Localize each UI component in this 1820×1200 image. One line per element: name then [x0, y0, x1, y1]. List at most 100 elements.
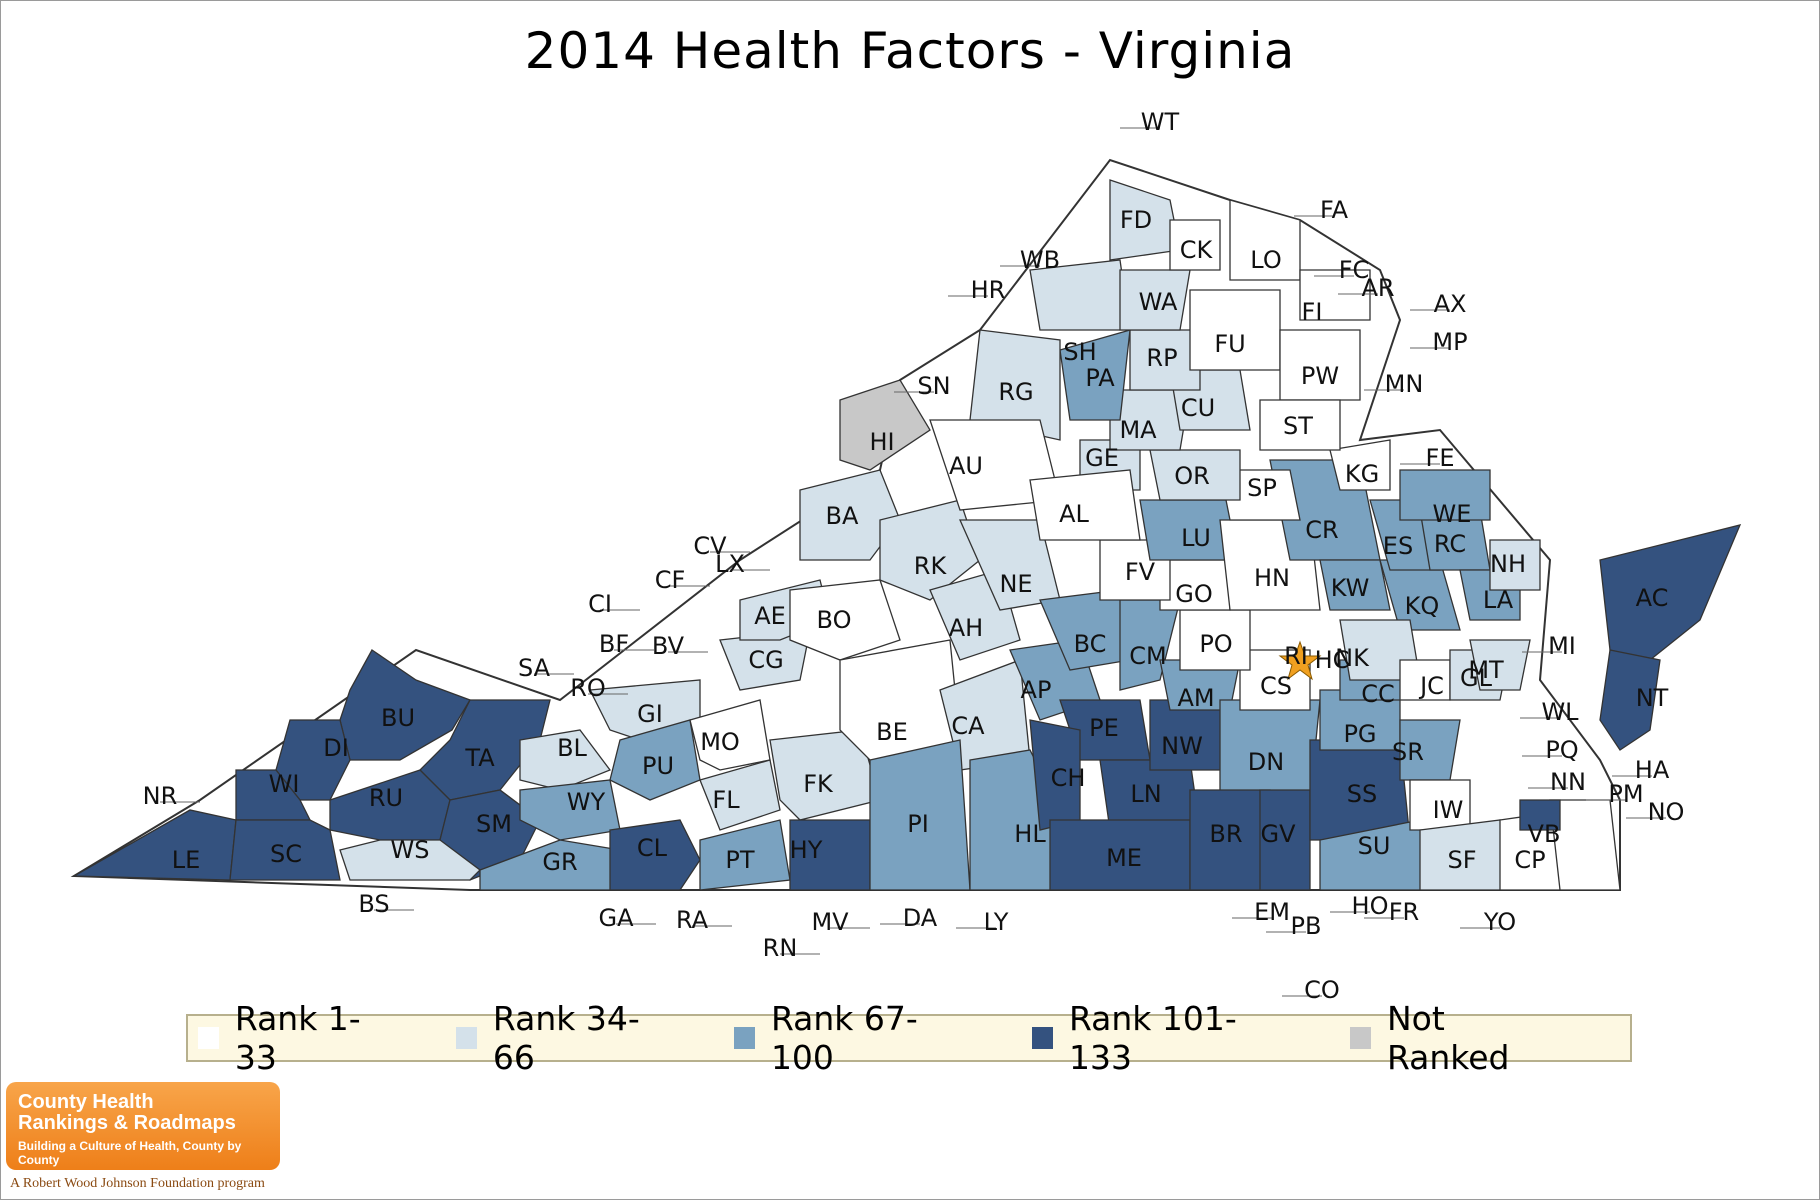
county-label-pq: PQ [1545, 736, 1578, 764]
county-label-hl: HL [1014, 820, 1046, 848]
county-label-me: ME [1106, 844, 1142, 872]
county-label-hr: HR [971, 276, 1006, 304]
county-label-fd: FD [1120, 206, 1152, 234]
county-label-es: ES [1383, 532, 1413, 560]
rwjf-footer: A Robert Wood Johnson Foundation program [10, 1176, 265, 1191]
county-label-nh: NH [1490, 550, 1526, 578]
county-shape-no [1519, 799, 1561, 831]
map-title: 2014 Health Factors - Virginia [524, 22, 1296, 80]
county-label-rn: RN [763, 934, 798, 962]
county-label-fa: FA [1320, 196, 1349, 224]
county-label-jc: JC [1418, 672, 1444, 700]
county-label-rc: RC [1434, 530, 1466, 558]
county-label-ta: TA [464, 744, 495, 772]
logo-line-2: Rankings & Roadmaps [18, 1112, 236, 1134]
county-shape-bl [519, 729, 612, 791]
county-label-po: PO [1199, 630, 1232, 658]
county-shape-rk [879, 499, 981, 601]
county-label-cm: CM [1129, 642, 1166, 670]
county-label-bu: BU [381, 704, 415, 732]
county-health-rankings-logo: County Health Rankings & Roadmaps Buildi… [6, 1082, 280, 1170]
county-label-ci: CI [588, 590, 612, 618]
county-label-mi: MI [1548, 632, 1576, 660]
county-shape-hi [839, 379, 931, 471]
county-label-pt: PT [725, 846, 754, 874]
legend-label: Rank 101-133 [1068, 999, 1237, 1077]
county-label-ba: BA [826, 502, 859, 530]
logo-line-1: County Health [18, 1091, 154, 1113]
legend-label: Rank 67-100 [770, 999, 918, 1077]
legend: Rank 1-33 Rank 34-66 Rank 67-100 Rank 10… [186, 999, 1632, 1077]
county-label-fl: FL [712, 786, 740, 814]
county-label-gi: GI [637, 700, 663, 728]
county-label-mt: MT [1468, 656, 1504, 684]
county-label-wi: WI [269, 770, 300, 798]
county-label-bl: BL [557, 734, 587, 762]
county-label-gl: GL [1460, 664, 1493, 692]
county-label-br: BR [1209, 820, 1242, 848]
county-label-ln: LN [1130, 780, 1161, 808]
county-label-ge: GE [1085, 444, 1119, 472]
county-label-le: LE [172, 846, 201, 874]
county-shape-wy [519, 779, 621, 841]
county-label-em: EM [1254, 898, 1290, 926]
county-shape-nh [1489, 539, 1541, 591]
county-shape-ck [1169, 219, 1221, 271]
county-label-sn: SN [917, 372, 950, 400]
county-label-fc: FC [1339, 256, 1370, 284]
county-label-kw: KW [1331, 574, 1370, 602]
county-shape-al [1029, 469, 1141, 541]
county-label-hy: HY [790, 836, 823, 864]
county-label-hc: HC [1315, 646, 1350, 674]
county-shape-pw [1279, 329, 1361, 401]
county-label-cp: CP [1514, 846, 1545, 874]
county-label-ck: CK [1180, 236, 1214, 264]
county-label-cg: CG [748, 646, 783, 674]
county-label-bv: BV [652, 632, 685, 660]
county-shape-bo [789, 579, 901, 661]
county-shape-pu [609, 719, 701, 801]
county-label-ch: CH [1051, 764, 1086, 792]
county-label-ne: NE [999, 570, 1032, 598]
county-label-wt: WT [1141, 108, 1180, 136]
county-label-cu: CU [1181, 394, 1215, 422]
county-shape-wa [1119, 269, 1191, 331]
county-shape-mo [689, 699, 771, 771]
legend-swatch [1032, 1027, 1053, 1049]
county-label-nk: NK [1335, 644, 1370, 672]
legend-label: Not Ranked [1386, 999, 1510, 1077]
county-label-sc: SC [270, 840, 302, 868]
county-label-ha: HA [1635, 756, 1670, 784]
county-label-sf: SF [1447, 846, 1476, 874]
county-label-rk: RK [914, 552, 948, 580]
county-label-lu: LU [1181, 524, 1211, 552]
county-label-fk: FK [803, 770, 834, 798]
legend-item-rank-34-66: Rank 34-66 [456, 999, 672, 1077]
county-label-ri: RI [1284, 642, 1308, 670]
county-label-nt: NT [1636, 684, 1669, 712]
capital-star-icon [1278, 640, 1322, 681]
county-label-sm: SM [476, 810, 512, 838]
county-label-or: OR [1174, 462, 1210, 490]
legend-item-rank-1-33: Rank 1-33 [198, 999, 394, 1077]
county-shape-pa [1059, 329, 1131, 421]
county-label-ws: WS [391, 836, 430, 864]
county-label-mo: MO [700, 728, 740, 756]
county-label-nr: NR [143, 782, 178, 810]
county-label-hn: HN [1254, 564, 1290, 592]
legend-label: Rank 1-33 [234, 999, 361, 1077]
county-label-kq: KQ [1405, 592, 1440, 620]
county-shape-kg [1329, 439, 1391, 491]
county-label-sa: SA [518, 654, 551, 682]
county-label-fi: FI [1302, 298, 1323, 326]
county-label-co: CO [1304, 976, 1340, 1004]
county-label-sp: SP [1247, 474, 1277, 502]
county-label-bf: BF [599, 630, 629, 658]
county-label-ga: GA [598, 904, 634, 932]
county-label-wl: WL [1541, 698, 1579, 726]
county-label-nn: NN [1550, 768, 1586, 796]
county-label-pw: PW [1301, 362, 1339, 390]
legend-item-rank-67-100: Rank 67-100 [734, 999, 970, 1077]
county-shape-sc [229, 819, 341, 881]
